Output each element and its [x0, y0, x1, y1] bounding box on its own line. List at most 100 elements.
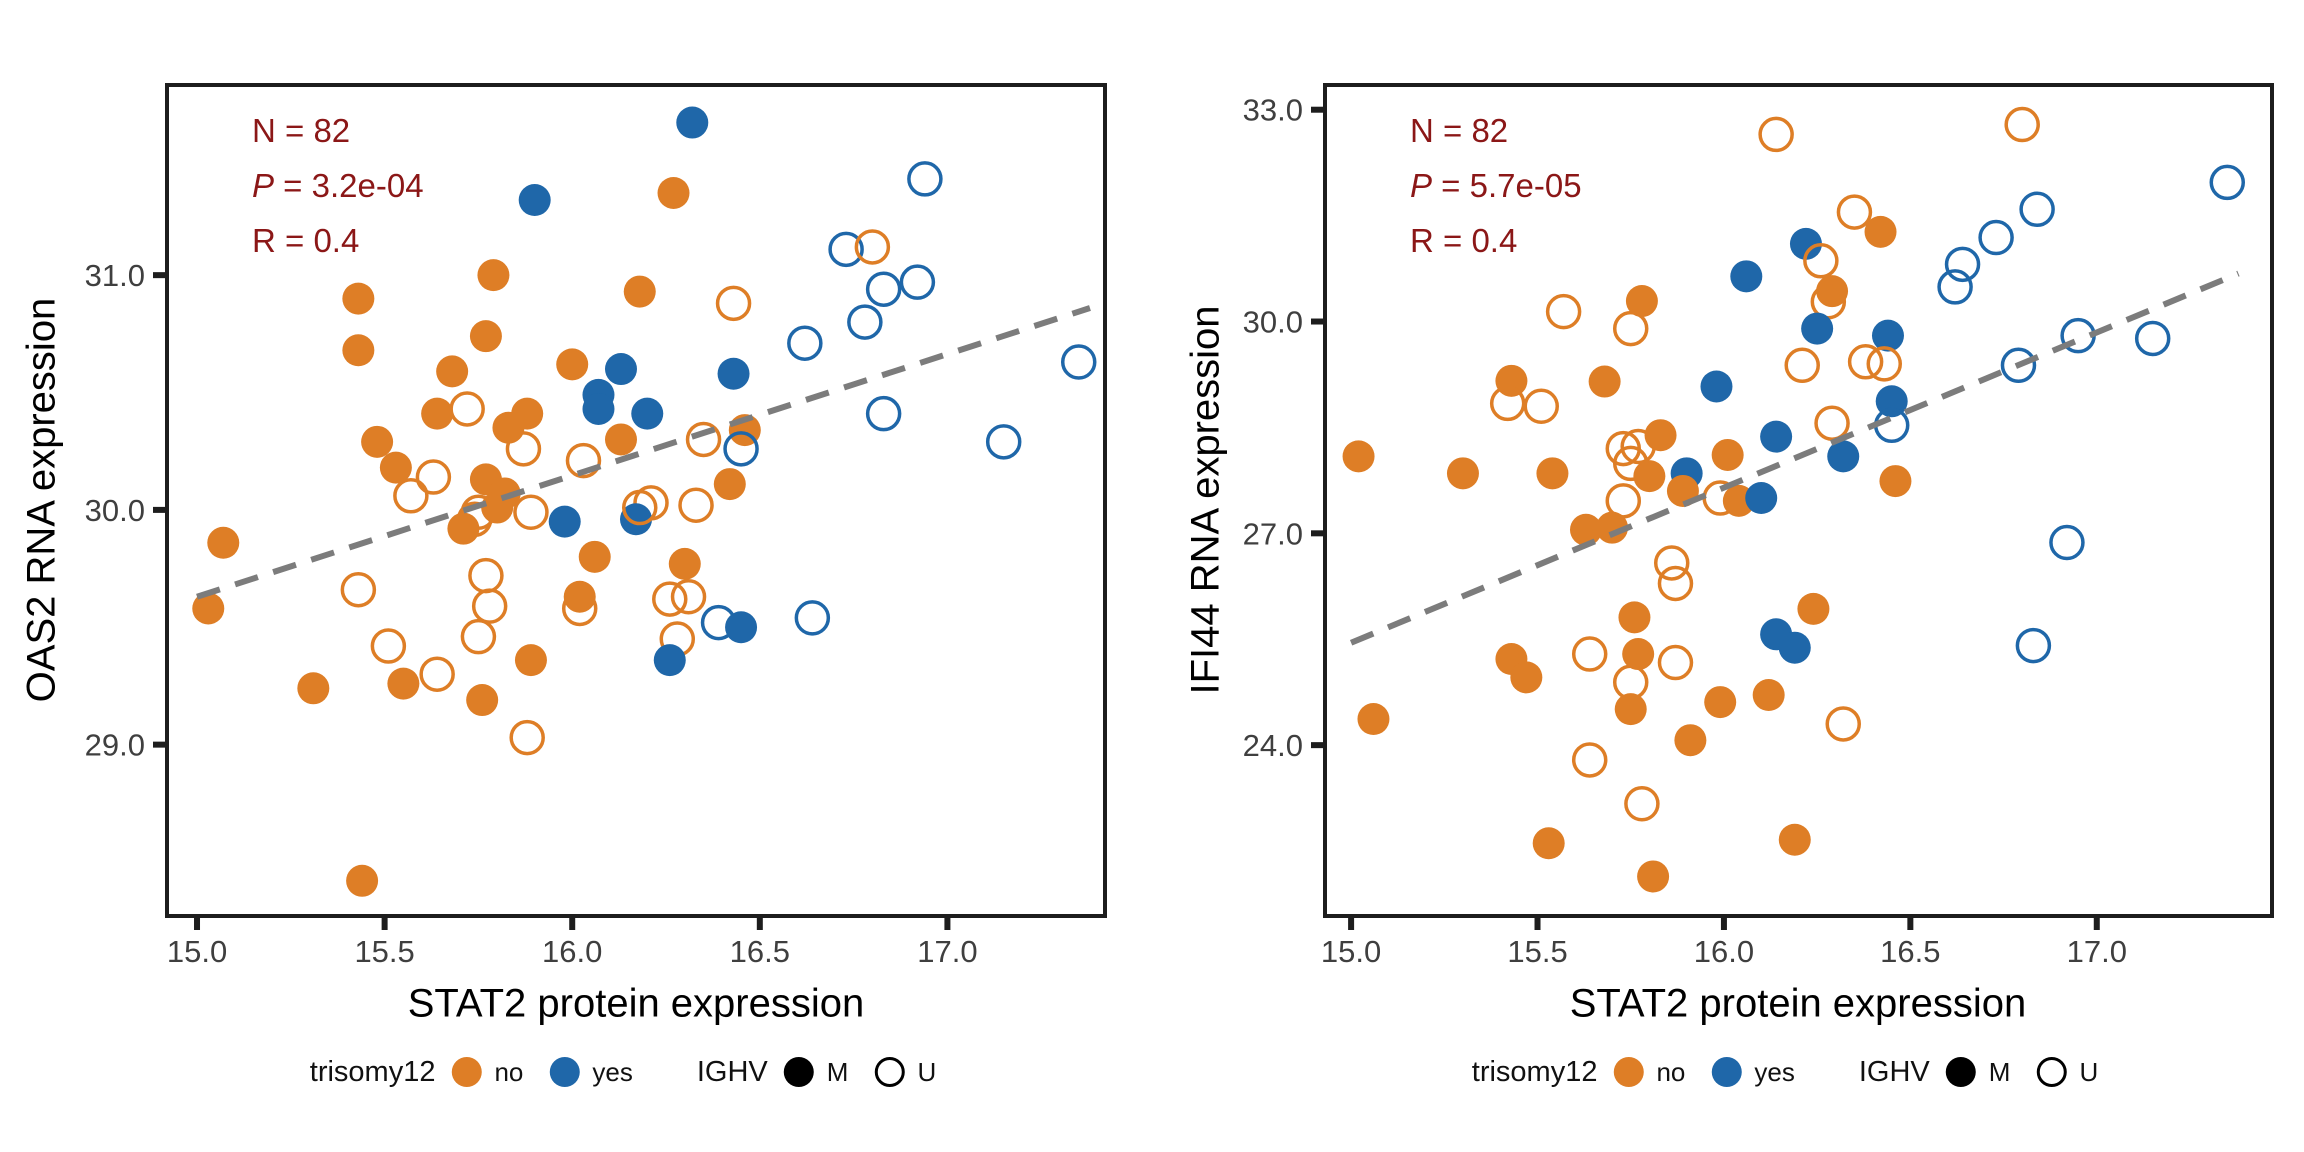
data-point — [1816, 275, 1849, 308]
data-point — [1622, 638, 1655, 671]
r-value: R = 0.4 — [1410, 222, 1518, 259]
data-point — [854, 229, 891, 265]
x-tick-label: 16.0 — [1694, 934, 1754, 969]
data-point — [1778, 823, 1811, 856]
data-point — [2134, 320, 2171, 357]
data-point — [1758, 116, 1794, 153]
data-point — [1875, 385, 1908, 418]
legend-u-label: U — [917, 1056, 937, 1087]
data-point — [1752, 679, 1785, 712]
p-value: P = 5.7e-05 — [1410, 167, 1582, 204]
y-tick — [153, 506, 165, 513]
data-point — [676, 106, 709, 139]
y-tick-label: 31.0 — [85, 258, 145, 293]
legend-no-label: no — [494, 1056, 524, 1087]
data-point — [713, 468, 746, 501]
x-tick — [1720, 918, 1727, 930]
legend-left: trisomy12 no yes IGHV M U — [310, 1048, 962, 1096]
trend-line — [196, 305, 1091, 600]
data-point — [561, 590, 598, 627]
stats-annotation-right: N = 82 P = 5.7e-05 R = 0.4 — [1410, 103, 1582, 268]
data-point — [471, 588, 508, 624]
y-tick — [153, 272, 165, 279]
data-point — [393, 478, 429, 514]
data-point — [468, 557, 504, 594]
data-point — [668, 547, 701, 580]
data-point — [466, 684, 499, 717]
data-point — [1847, 344, 1884, 380]
data-point — [620, 503, 652, 536]
stats-annotation-left: N = 82 P = 3.2e-04 R = 0.4 — [252, 103, 424, 268]
n-value: N = 82 — [252, 112, 351, 149]
y-tick-label: 27.0 — [1243, 516, 1303, 551]
data-point — [907, 161, 943, 197]
data-point — [1730, 260, 1763, 293]
data-point — [1653, 545, 1690, 581]
legend-m-label: M — [1988, 1056, 2011, 1087]
data-point — [565, 442, 602, 479]
data-point — [794, 600, 831, 636]
data-point — [670, 578, 707, 615]
data-point — [717, 357, 750, 390]
data-point — [1532, 827, 1565, 860]
trisomy12-yes-swatch-icon — [549, 1057, 580, 1087]
data-point — [2049, 524, 2085, 561]
data-point — [1711, 438, 1744, 471]
y-tick — [1311, 106, 1323, 113]
data-point — [342, 282, 375, 315]
data-point — [1674, 724, 1707, 757]
legend-right: trisomy12 no yes IGHV M U — [1472, 1048, 2124, 1096]
data-point — [1760, 420, 1793, 453]
data-point — [1745, 482, 1778, 515]
legend-trisomy12-title: trisomy12 — [309, 1055, 436, 1088]
legend-yes-label: yes — [592, 1056, 633, 1087]
data-point — [723, 431, 759, 467]
x-tick — [1348, 918, 1355, 930]
y-axis-title-right: IFI44 RNA expression — [1183, 305, 1228, 695]
data-point — [556, 348, 589, 381]
data-point — [1814, 405, 1850, 441]
r-value: R = 0.4 — [252, 222, 360, 259]
data-point — [370, 628, 407, 664]
x-tick-label: 15.5 — [1507, 934, 1567, 969]
y-tick-label: 30.0 — [1243, 305, 1303, 340]
data-point — [2000, 347, 2037, 384]
trend-line — [1349, 270, 2240, 646]
data-point — [1612, 310, 1649, 347]
y-tick — [1311, 530, 1323, 537]
data-point — [518, 184, 551, 217]
data-point — [513, 494, 549, 530]
data-point — [582, 392, 615, 425]
x-tick-label: 17.0 — [2067, 934, 2127, 969]
x-tick-label: 16.5 — [730, 934, 790, 969]
data-point — [514, 644, 547, 677]
data-point — [2015, 627, 2052, 664]
legend-yes-label: yes — [1754, 1056, 1795, 1087]
data-point — [361, 425, 394, 458]
data-point — [1801, 312, 1834, 345]
legend-trisomy12-title: trisomy12 — [1471, 1055, 1598, 1088]
data-point — [899, 264, 936, 300]
x-tick — [194, 918, 201, 930]
data-point — [1625, 285, 1658, 318]
data-point — [1789, 227, 1822, 260]
panel-border — [165, 83, 1107, 918]
x-tick-label: 16.0 — [542, 934, 602, 969]
x-axis-title-right: STAT2 protein expression — [1569, 981, 2027, 1026]
data-point — [1637, 860, 1670, 893]
data-point — [460, 618, 497, 655]
data-point — [865, 395, 902, 432]
legend-no-label: no — [1656, 1056, 1686, 1087]
data-point — [346, 864, 379, 897]
y-tick-label: 24.0 — [1243, 728, 1303, 763]
n-value: N = 82 — [1410, 112, 1509, 149]
data-point — [1836, 194, 1873, 230]
data-point — [604, 353, 637, 386]
data-point — [1489, 385, 1526, 422]
trisomy12-yes-swatch-icon — [1711, 1057, 1742, 1087]
data-point — [828, 231, 864, 268]
data-point — [678, 487, 714, 523]
data-point — [1571, 636, 1608, 672]
data-point — [685, 421, 722, 458]
